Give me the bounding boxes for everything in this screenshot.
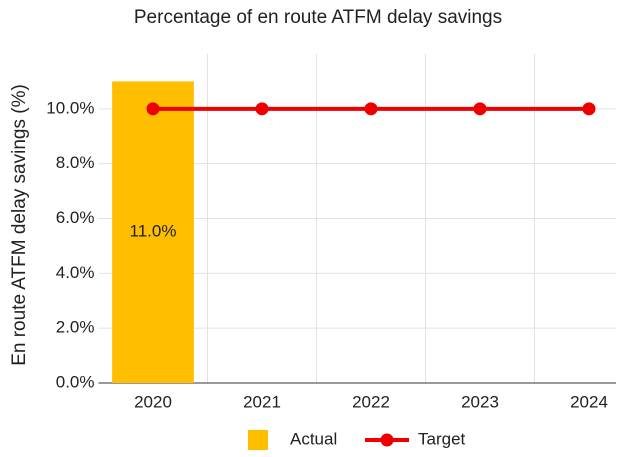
line-point: [582, 102, 596, 116]
chart-title: Percentage of en route ATFM delay saving…: [134, 7, 502, 28]
y-tick-label: 10.0%: [46, 98, 94, 117]
y-tick-label: 8.0%: [56, 153, 95, 172]
x-tick-label: 2024: [570, 392, 608, 411]
line-point: [255, 102, 269, 116]
data-label: 11.0%: [130, 222, 177, 241]
bar: [112, 81, 194, 384]
y-axis-label: En route ATFM delay savings (%): [9, 84, 30, 366]
y-tick-label: 4.0%: [56, 263, 95, 282]
y-tick-label: 2.0%: [56, 318, 95, 337]
x-tick-label: 2022: [352, 392, 390, 411]
line-point: [364, 102, 378, 116]
legend-swatch-point: [380, 433, 394, 447]
x-tick-label: 2021: [243, 392, 281, 411]
y-tick-label: 6.0%: [56, 208, 95, 227]
line-point: [473, 102, 487, 116]
legend-label: Actual: [290, 429, 337, 448]
legend-label: Target: [418, 429, 466, 448]
x-tick-label: 2023: [461, 392, 499, 411]
line-point: [146, 102, 160, 116]
legend-swatch: [248, 430, 268, 450]
x-tick-label: 2020: [134, 392, 172, 411]
y-tick-label: 0.0%: [56, 372, 95, 391]
